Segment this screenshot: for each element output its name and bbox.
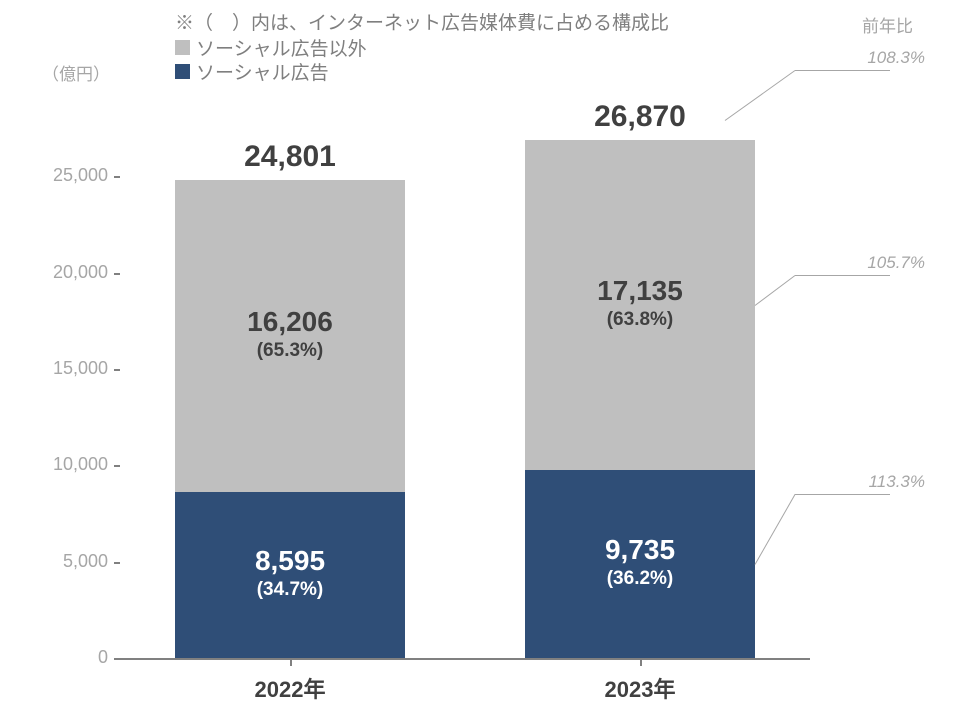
x-tick [290,660,292,666]
y-tick [114,658,120,660]
legend-swatch-nonsocial [175,40,190,55]
header-yoy-title: 前年比 [862,12,913,37]
stacked-bar-chart: ※（ ）内は、インターネット広告媒体費に占める構成比 ソーシャル広告以外 ソーシ… [0,0,961,721]
y-tick-label: 0 [40,647,108,668]
bar-seg-social: 9,735(36.2%) [525,470,755,658]
callout-line [755,275,796,306]
callout-line [755,494,796,564]
y-tick [114,273,120,275]
callout-line [725,70,796,121]
y-tick [114,465,120,467]
legend-item-social: ソーシャル広告 [175,58,329,85]
y-tick-label: 5,000 [40,551,108,572]
bar-seg-share: (36.2%) [525,568,755,590]
bar-seg-share: (63.8%) [525,309,755,331]
bar-seg-social: 8,595(34.7%) [175,492,405,658]
bar-seg-value: 8,595 [175,545,405,577]
x-axis [120,658,810,660]
yoy-social: 113.3% [835,472,925,492]
bar-seg-value: 17,135 [525,275,755,307]
bar-total-label: 26,870 [525,100,755,134]
bar-seg-share: (34.7%) [175,579,405,601]
y-tick-label: 15,000 [40,358,108,379]
x-category-label: 2023年 [505,672,775,704]
chart-note: ※（ ）内は、インターネット広告媒体費に占める構成比 [175,8,669,35]
y-tick [114,562,120,564]
y-tick-label: 25,000 [40,165,108,186]
callout-line [795,70,890,71]
plot-area: 05,00010,00015,00020,00025,0008,595(34.7… [120,128,810,658]
callout-line [795,494,890,495]
legend-item-nonsocial: ソーシャル広告以外 [175,34,367,61]
callout-line [795,275,890,276]
yoy-total: 108.3% [835,48,925,68]
y-tick [114,369,120,371]
bar-seg-nonsocial: 17,135(63.8%) [525,140,755,470]
legend-label-nonsocial: ソーシャル広告以外 [196,34,367,61]
bar-seg-share: (65.3%) [175,340,405,362]
bar-seg-value: 9,735 [525,534,755,566]
legend-label-social: ソーシャル広告 [196,58,329,85]
legend-swatch-social [175,64,190,79]
y-axis-unit: （億円） [42,60,110,85]
x-tick [640,660,642,666]
y-tick-label: 20,000 [40,262,108,283]
bar-seg-nonsocial: 16,206(65.3%) [175,180,405,492]
y-tick-label: 10,000 [40,454,108,475]
bar-total-label: 24,801 [175,140,405,174]
y-tick [114,176,120,178]
bar-seg-value: 16,206 [175,306,405,338]
x-category-label: 2022年 [155,672,425,704]
yoy-nonsocial: 105.7% [835,253,925,273]
